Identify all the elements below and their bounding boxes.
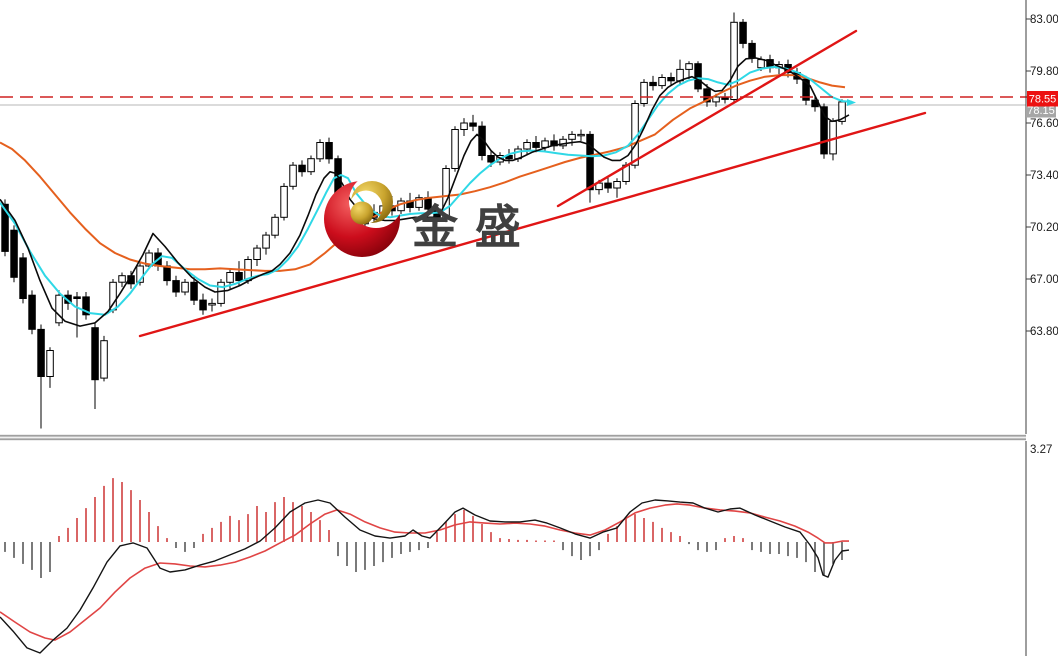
bullish-candle (100, 340, 108, 379)
bullish-candle (685, 63, 693, 70)
trendline-support (138, 111, 927, 338)
bearish-candle (487, 155, 495, 163)
bearish-candle (82, 296, 90, 316)
bearish-candle (748, 42, 756, 59)
candlestick-series (1, 12, 846, 429)
current-price-label: 78.55 (1027, 91, 1058, 107)
bullish-candle (730, 21, 738, 100)
bullish-candle (253, 247, 261, 261)
macd-dif-line (0, 499, 850, 654)
bullish-candle (289, 164, 297, 187)
bearish-candle (325, 142, 333, 160)
bearish-candle (478, 125, 486, 156)
current-price-box (1027, 91, 1058, 107)
bearish-candle (649, 81, 657, 87)
bearish-candle (667, 77, 675, 82)
bearish-candle (64, 294, 72, 304)
bullish-candle (181, 281, 189, 293)
bullish-candle (559, 138, 567, 147)
bearish-candle (1, 203, 9, 252)
axis-label-7020: 70.20 (1030, 222, 1058, 234)
macd-histogram (4, 478, 843, 578)
current-price-text: 78.55 (1029, 94, 1057, 106)
bearish-candle (91, 327, 99, 381)
macd-indicator-panel[interactable] (0, 478, 850, 654)
bullish-candle (577, 133, 585, 137)
bearish-candle (532, 142, 540, 148)
bullish-candle (316, 142, 324, 160)
macd-scale-label: 3.27 (1030, 444, 1052, 456)
bearish-candle (739, 21, 747, 44)
previous-price-label: 78.15 (1026, 103, 1056, 118)
bearish-candle (703, 88, 711, 103)
bullish-candle (226, 272, 234, 283)
price-axis: 83.00 79.80 76.60 73.40 70.20 67.00 63.8… (1025, 0, 1058, 656)
bearish-candle (10, 229, 18, 278)
bearish-candle (235, 272, 243, 282)
panel-divider-handle[interactable] (0, 434, 1026, 441)
bearish-candle (19, 257, 27, 299)
bearish-candle (163, 265, 171, 282)
bullish-candle (460, 122, 468, 130)
bearish-candle (37, 328, 45, 377)
logo-gold-ball-icon (350, 201, 374, 225)
cyan-ma-arrow-icon (847, 99, 856, 106)
bullish-candle (217, 281, 225, 304)
bearish-candle (505, 155, 513, 160)
ma-line-black (0, 57, 850, 327)
brand-watermark-logo: 金 盛 (324, 181, 523, 257)
bearish-candle (73, 296, 81, 299)
bullish-candle (262, 234, 270, 249)
bearish-candle (694, 63, 702, 90)
bullish-candle (568, 133, 576, 140)
previous-price-text: 78.15 (1027, 105, 1055, 117)
main-price-panel[interactable] (0, 12, 1058, 429)
bullish-candle (640, 81, 648, 105)
bullish-candle (613, 181, 621, 189)
bullish-candle (46, 350, 54, 377)
macd-dea-line (0, 503, 849, 641)
bearish-candle (469, 122, 477, 127)
bullish-candle (55, 294, 63, 324)
previous-price-box (1026, 103, 1056, 118)
bearish-candle (298, 164, 306, 173)
bearish-candle (190, 281, 198, 301)
bearish-candle (28, 294, 36, 330)
watermark-text: 金 盛 (411, 201, 523, 253)
bullish-candle (451, 129, 459, 169)
ma-line-cyan (0, 65, 853, 316)
axis-label-6380: 63.80 (1030, 326, 1058, 338)
axis-label-83: 83.00 (1030, 14, 1058, 26)
ma-line-orange (0, 74, 846, 272)
bullish-candle (280, 185, 288, 218)
bearish-candle (802, 78, 810, 101)
bullish-candle (658, 77, 666, 87)
bearish-candle (586, 133, 594, 191)
bullish-candle (307, 158, 315, 173)
trendline-steep (556, 29, 858, 208)
bullish-candle (109, 281, 117, 311)
bullish-candle (712, 96, 720, 103)
axis-label-7660: 76.60 (1030, 118, 1058, 130)
bullish-candle (415, 197, 423, 208)
axis-label-7340: 73.40 (1030, 170, 1058, 182)
bullish-candle (118, 275, 126, 283)
axis-label-7980: 79.80 (1030, 66, 1058, 78)
price-axis-ticks (1026, 18, 1031, 332)
bullish-candle (208, 302, 216, 306)
bearish-candle (604, 182, 612, 189)
bearish-candle (820, 106, 828, 155)
bullish-candle (271, 216, 279, 236)
bearish-candle (172, 280, 180, 293)
bullish-candle (523, 142, 531, 150)
bullish-candle (757, 59, 765, 69)
axis-label-6700: 67.00 (1030, 274, 1058, 286)
bearish-candle (199, 299, 207, 311)
bullish-candle (145, 252, 153, 267)
